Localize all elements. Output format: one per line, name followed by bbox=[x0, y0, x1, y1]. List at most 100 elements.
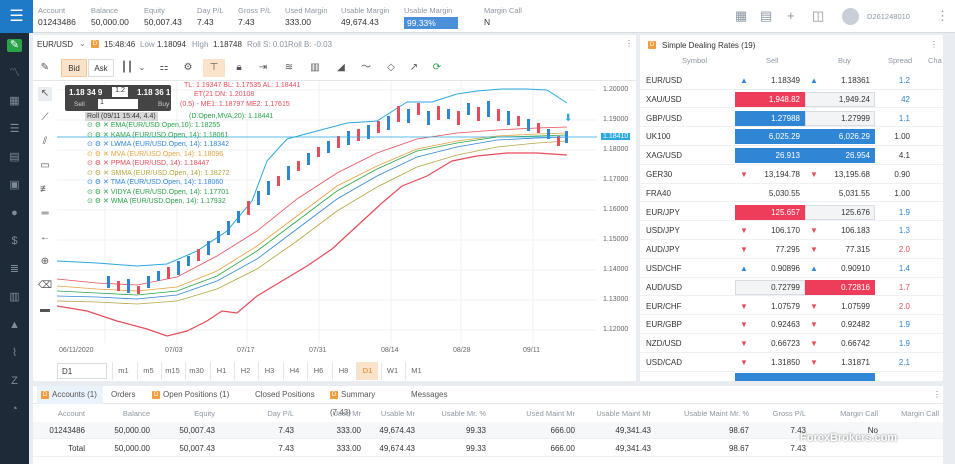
tf-h1[interactable]: H1 bbox=[210, 362, 232, 380]
tf-h6[interactable]: H6 bbox=[307, 362, 329, 380]
channel-icon[interactable]: ⫽ bbox=[42, 136, 48, 147]
go-to-end-icon[interactable]: ⇥ bbox=[258, 62, 268, 73]
split-view-icon[interactable]: ◫ bbox=[812, 8, 825, 23]
tab-orders[interactable]: Orders bbox=[111, 390, 136, 399]
quantity-input[interactable]: 1 bbox=[98, 99, 138, 109]
tf-h2[interactable]: H2 bbox=[234, 362, 256, 380]
chart-icon[interactable]: 〽 bbox=[9, 67, 20, 79]
add-icon[interactable]: + bbox=[787, 8, 795, 23]
buy-price-box[interactable]: 13,195.68 bbox=[834, 170, 870, 179]
table-header-cell[interactable]: Margin Call bbox=[901, 409, 939, 418]
table-header-cell[interactable]: Usable Mr. % bbox=[441, 409, 486, 418]
tf-m15[interactable]: m15 bbox=[161, 362, 183, 380]
table-header-cell[interactable]: Used Maint Mr bbox=[526, 409, 575, 418]
legend-item[interactable]: TL: 1.19347 BL: 1.17535 AL: 1.18441 bbox=[184, 82, 301, 89]
tf-h8[interactable]: H8 bbox=[332, 362, 354, 380]
rate-row[interactable]: AUD/USD 0.72799 0.72816 1.7 bbox=[640, 278, 943, 297]
sell-price-box[interactable]: 26.913 bbox=[735, 148, 805, 164]
table-header-cell[interactable]: Usable Maint Mr. % bbox=[683, 409, 749, 418]
compare-icon[interactable]: ⚏ bbox=[159, 62, 169, 73]
tf-m5[interactable]: m5 bbox=[137, 362, 159, 380]
tab-open-positions[interactable]: D Open Positions (1) bbox=[152, 390, 230, 399]
rectangle-icon[interactable]: ▭ bbox=[40, 160, 50, 171]
rate-row[interactable]: NZD/USD ▼ 0.66723 ▼ 0.66742 1.9 bbox=[640, 334, 943, 353]
tf-m30[interactable]: m30 bbox=[185, 362, 207, 380]
rate-row[interactable]: USD/JPY ▼ 106.170 ▼ 106.183 1.3 bbox=[640, 221, 943, 240]
tf-w1[interactable]: W1 bbox=[381, 362, 403, 380]
settings-icon[interactable]: ⚙ bbox=[183, 62, 193, 73]
buy-price-box[interactable]: 1.27999 bbox=[805, 110, 875, 126]
rate-row[interactable]: GER30 ▼ 13,194.78 ▼ 13,195.68 0.90 bbox=[640, 165, 943, 184]
legend-item[interactable]: ⊙ ⚙ ✕ SMMA (EUR/USD.Open, 14): 1.18272 bbox=[87, 169, 230, 177]
hamburger-menu-icon[interactable]: ☰ bbox=[0, 0, 33, 33]
crosshair-tool-icon[interactable]: ⊤ bbox=[203, 59, 225, 77]
table-header-cell[interactable]: Usable Mr bbox=[380, 409, 415, 418]
arrow-icon[interactable]: ← bbox=[40, 232, 50, 243]
sell-price-box[interactable]: 13,194.78 bbox=[764, 170, 800, 179]
legend-item[interactable]: Roll (09/11 15:44, 4.4) bbox=[85, 112, 158, 122]
more-options-icon[interactable]: ⋮ bbox=[936, 8, 949, 23]
table-header-cell[interactable]: Gross P/L bbox=[772, 409, 806, 418]
sell-price-box[interactable]: 125.657 bbox=[735, 204, 805, 220]
analytics-icon[interactable]: ⌇ bbox=[11, 347, 18, 359]
export-icon[interactable]: ↗ bbox=[409, 62, 419, 73]
lock-icon[interactable]: 🔒︎ bbox=[236, 62, 242, 73]
buy-price-box[interactable]: 77.315 bbox=[845, 245, 870, 255]
rate-row[interactable]: FRA40 5,030.55 5,031.55 1.00 bbox=[640, 184, 943, 203]
tf-m1-month[interactable]: M1 bbox=[405, 362, 427, 380]
buy-price-box[interactable]: 5,031.55 bbox=[838, 188, 870, 198]
table-header-cell[interactable]: Margin Call bbox=[840, 409, 878, 418]
sell-price-box[interactable]: 1,948.82 bbox=[735, 91, 805, 107]
more-options-icon[interactable]: ⋮ bbox=[625, 39, 633, 48]
tab-messages[interactable]: Messages bbox=[411, 390, 448, 399]
rate-row[interactable]: USD/CHF ▲ 0.90896 ▲ 0.90910 1.4 bbox=[640, 259, 943, 278]
buy-price-box[interactable]: 0.90910 bbox=[841, 264, 870, 273]
tf-h4[interactable]: H4 bbox=[283, 362, 305, 380]
table-header-cell[interactable]: Usable Maint Mr bbox=[596, 409, 651, 418]
rate-row[interactable]: USD/CAD ▼ 1.31850 ▼ 1.31871 2.1 bbox=[640, 353, 943, 372]
chevron-down-icon[interactable]: ⌄ bbox=[79, 39, 86, 48]
zoom-icon[interactable]: ⊕ bbox=[40, 256, 50, 267]
sell-price-box[interactable]: 1.18349 bbox=[771, 76, 800, 85]
rate-row[interactable]: EUR/JPY 125.657 125.676 1.9 bbox=[640, 203, 943, 222]
buy-price-box[interactable]: 0.66742 bbox=[841, 339, 870, 349]
price-chart[interactable]: ⬇ bbox=[57, 81, 597, 343]
buy-price-box[interactable]: 1.07599 bbox=[841, 301, 870, 311]
trend-line-icon[interactable]: ⟋ bbox=[41, 112, 49, 123]
documents-icon[interactable]: ▣ bbox=[9, 179, 20, 191]
sell-price-box[interactable]: 106.170 bbox=[771, 226, 800, 236]
rate-row[interactable]: EUR/CHF ▼ 1.07579 ▼ 1.07599 2.0 bbox=[640, 297, 943, 316]
globe-icon[interactable]: ● bbox=[11, 207, 18, 219]
buy-price-box[interactable]: 0.72816 bbox=[805, 279, 875, 295]
rate-row[interactable]: EUR/GBP ▼ 0.92463 ▼ 0.92482 1.9 bbox=[640, 315, 943, 334]
table-icon[interactable]: ▦ bbox=[9, 95, 20, 107]
legend-item[interactable]: ⊙ ⚙ ✕ VIDYA (EUR/USD.Open, 14): 1.17701 bbox=[87, 188, 229, 196]
chat-icon[interactable]: ◔ bbox=[11, 403, 18, 415]
tf-h3[interactable]: H3 bbox=[258, 362, 280, 380]
edit-order-icon[interactable]: ✎ bbox=[7, 39, 22, 52]
table-header-cell[interactable]: Used Mr bbox=[332, 409, 361, 418]
sell-price-box[interactable]: 1.07579 bbox=[771, 301, 800, 311]
buy-price-box[interactable] bbox=[805, 373, 875, 381]
buy-price[interactable]: 1.18 36 1 bbox=[137, 88, 171, 97]
chevron-down-icon[interactable]: ⌄ bbox=[138, 63, 146, 72]
sell-price-box[interactable]: 77.295 bbox=[775, 245, 800, 255]
buy-price-box[interactable]: 1.18361 bbox=[841, 76, 870, 85]
col-symbol[interactable]: Symbol bbox=[682, 56, 708, 65]
more-options-icon[interactable]: ⋮ bbox=[933, 390, 941, 399]
table-header-cell[interactable]: Balance bbox=[122, 409, 150, 418]
layers-icon[interactable]: ◇ bbox=[387, 62, 395, 73]
candlestick-icon[interactable]: ┃┃ bbox=[120, 62, 134, 73]
col-sell[interactable]: Sell bbox=[766, 56, 779, 65]
sell-price-box[interactable]: 5,030.55 bbox=[768, 188, 800, 198]
table-header-cell[interactable]: Equity bbox=[194, 409, 215, 418]
volume-icon[interactable]: ▥ bbox=[310, 62, 320, 73]
sell-price-box[interactable]: 1.27988 bbox=[735, 110, 805, 126]
sell-price-box[interactable]: 0.72799 bbox=[735, 279, 805, 295]
sell-price-box[interactable]: 0.90896 bbox=[771, 264, 800, 273]
refresh-icon[interactable]: ⟳ bbox=[432, 62, 442, 73]
col-change[interactable]: Cha bbox=[928, 56, 942, 65]
indicators-icon[interactable]: ≋ bbox=[284, 62, 294, 73]
eraser-icon[interactable]: ⌫ bbox=[38, 280, 53, 291]
legend-item[interactable]: ⊙ ⚙ ✕ WMA (EUR/USD.Open, 14): 1.17932 bbox=[87, 198, 226, 205]
